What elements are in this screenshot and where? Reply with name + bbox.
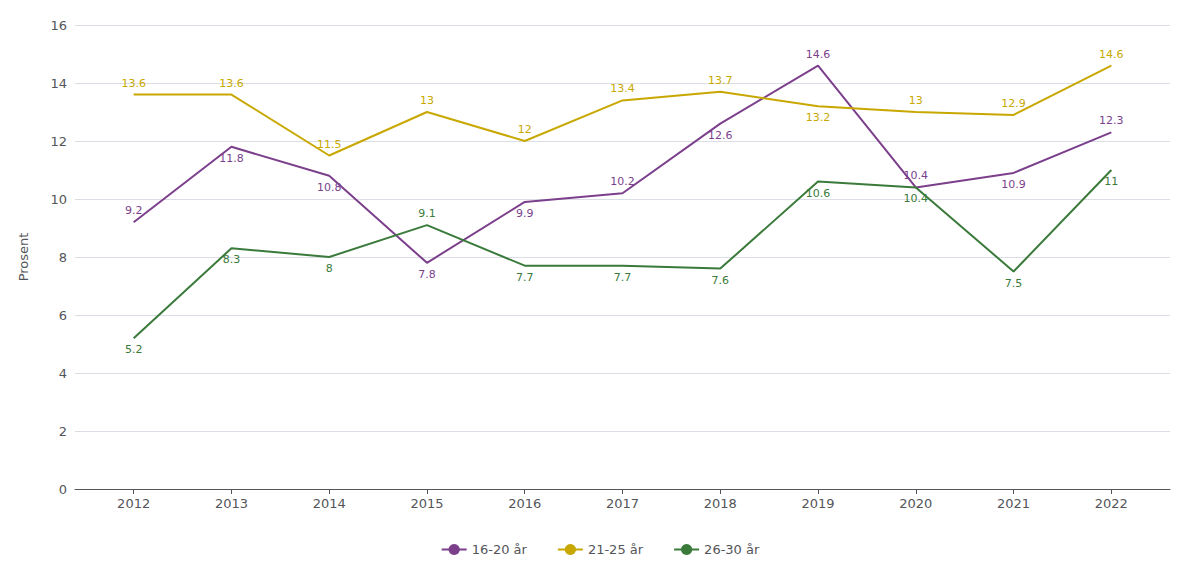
svg-text:13: 13 [420,94,434,107]
svg-text:13.6: 13.6 [219,77,244,90]
svg-text:7.6: 7.6 [712,274,730,287]
svg-text:12.3: 12.3 [1099,114,1124,127]
svg-text:7.8: 7.8 [418,268,436,281]
svg-text:12: 12 [50,134,67,149]
svg-text:2013: 2013 [215,496,248,511]
svg-text:2015: 2015 [410,496,443,511]
svg-text:14.6: 14.6 [1099,48,1124,61]
svg-text:7.7: 7.7 [516,271,534,284]
svg-text:8: 8 [59,250,67,265]
svg-text:12.6: 12.6 [708,129,733,142]
svg-text:13: 13 [909,94,923,107]
svg-text:10: 10 [50,192,67,207]
svg-text:12.9: 12.9 [1001,97,1026,110]
svg-text:9.1: 9.1 [418,207,436,220]
svg-text:11: 11 [1104,175,1118,188]
svg-text:8.3: 8.3 [223,253,241,266]
svg-text:2012: 2012 [117,496,150,511]
svg-text:13.2: 13.2 [806,111,831,124]
svg-text:4: 4 [59,366,67,381]
svg-text:Prosent: Prosent [16,233,31,282]
svg-text:0: 0 [59,482,67,497]
svg-text:6: 6 [59,308,67,323]
svg-text:16: 16 [50,18,67,33]
svg-text:12: 12 [518,123,532,136]
svg-text:2017: 2017 [606,496,639,511]
svg-text:14.6: 14.6 [806,48,831,61]
svg-text:10.9: 10.9 [1001,178,1026,191]
svg-text:2014: 2014 [313,496,346,511]
svg-text:10.8: 10.8 [317,181,342,194]
svg-text:21-25 år: 21-25 år [588,542,644,557]
svg-text:2022: 2022 [1095,496,1128,511]
svg-text:2021: 2021 [997,496,1030,511]
svg-text:11.5: 11.5 [317,138,342,151]
svg-text:10.4: 10.4 [904,169,929,182]
svg-text:2: 2 [59,424,67,439]
svg-text:7.5: 7.5 [1005,277,1023,290]
svg-text:9.9: 9.9 [516,207,534,220]
svg-text:9.2: 9.2 [125,204,143,217]
svg-text:11.8: 11.8 [219,152,244,165]
svg-text:14: 14 [50,76,67,91]
svg-text:8: 8 [326,262,333,275]
svg-text:13.6: 13.6 [121,77,146,90]
svg-text:10.2: 10.2 [610,175,635,188]
svg-text:13.4: 13.4 [610,82,635,95]
svg-text:26-30 år: 26-30 år [704,542,760,557]
svg-text:16-20 år: 16-20 år [472,542,528,557]
svg-text:2018: 2018 [704,496,737,511]
svg-text:7.7: 7.7 [614,271,632,284]
svg-text:10.6: 10.6 [806,187,831,200]
svg-text:13.7: 13.7 [708,74,733,87]
svg-text:2019: 2019 [801,496,834,511]
svg-text:5.2: 5.2 [125,343,143,356]
svg-text:10.4: 10.4 [904,192,929,205]
svg-text:2016: 2016 [508,496,541,511]
svg-text:2020: 2020 [899,496,932,511]
